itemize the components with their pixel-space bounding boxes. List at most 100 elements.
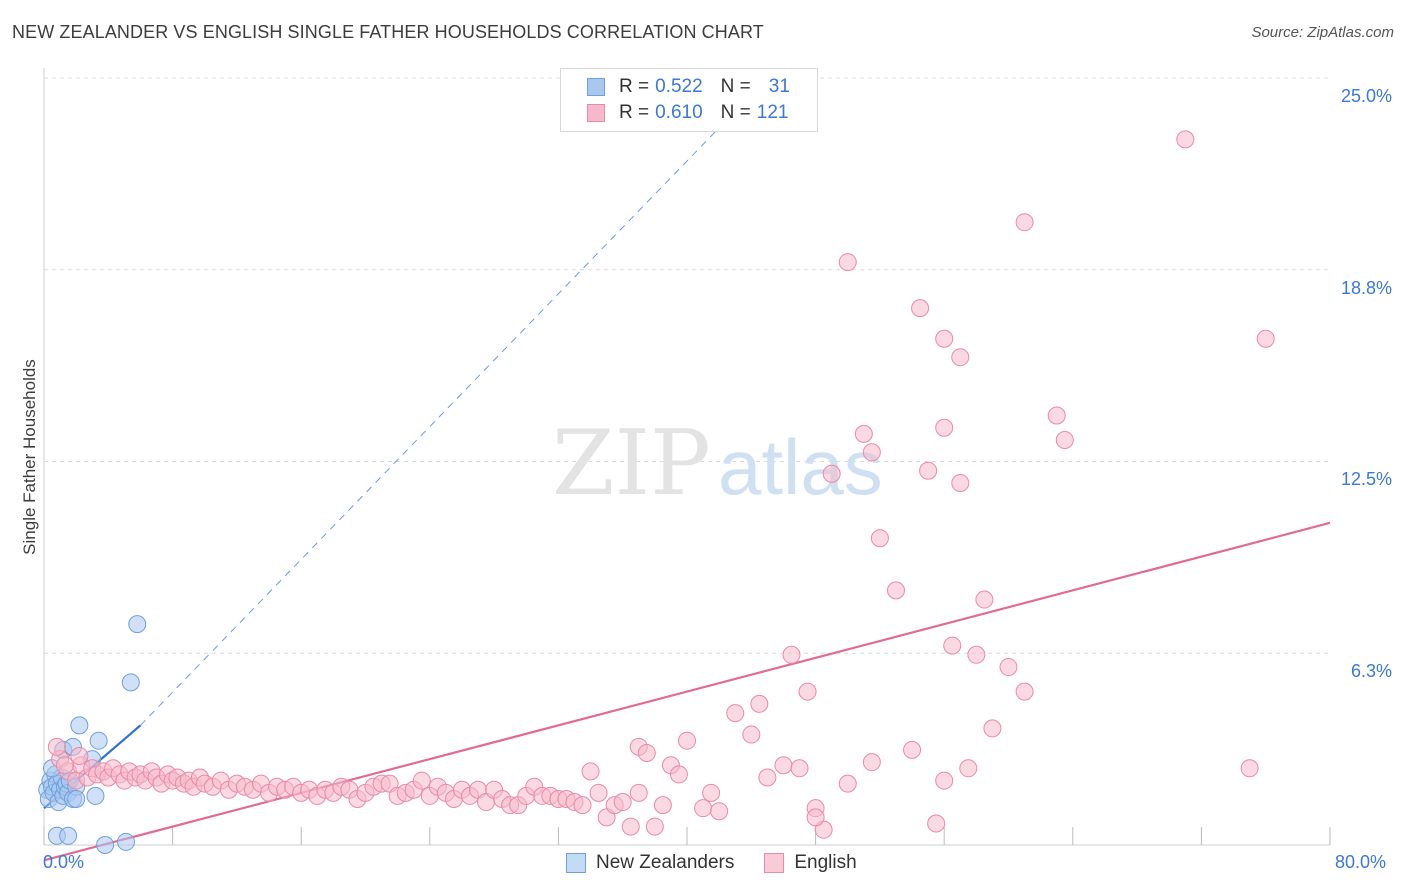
point-english-87 — [694, 799, 713, 818]
legend-row-new-zealanders: R = 0.522 N = 31 — [587, 75, 790, 99]
point-english-129 — [1015, 213, 1034, 232]
legend-label: English — [794, 852, 857, 873]
point-new-zealanders-29 — [121, 673, 140, 692]
point-english-105 — [806, 808, 825, 827]
legend-swatch-pink — [587, 104, 605, 122]
point-english-95 — [782, 645, 801, 664]
point-english-53 — [412, 771, 431, 790]
point-english-106 — [629, 783, 648, 802]
legend-r-value: 0.522 — [655, 76, 703, 97]
x-axis — [43, 68, 1331, 846]
series-legend: New Zealanders English — [566, 852, 887, 874]
point-english-131 — [1055, 431, 1074, 450]
legend-r-label: R = — [619, 76, 650, 97]
point-english-113 — [822, 464, 841, 483]
point-new-zealanders-28 — [116, 832, 135, 851]
point-english-99 — [838, 774, 857, 793]
point-english-114 — [870, 529, 889, 548]
legend-n-value: 31 — [768, 76, 790, 97]
point-english-130 — [1047, 406, 1066, 425]
point-english-103 — [55, 756, 74, 775]
point-english-128 — [951, 348, 970, 367]
point-english-132 — [1176, 130, 1195, 149]
point-english-115 — [943, 636, 962, 655]
point-english-85 — [669, 765, 688, 784]
y-tick-label-6-3: 6.3% — [1350, 661, 1392, 681]
point-english-90 — [726, 704, 745, 723]
legend-item-new-zealanders[interactable]: New Zealanders — [566, 852, 734, 874]
legend-swatch-pink — [764, 853, 785, 873]
point-english-104 — [70, 747, 89, 766]
point-english-119 — [1015, 682, 1034, 701]
point-english-97 — [798, 682, 817, 701]
point-english-94 — [774, 756, 793, 775]
y-tick-label-12-5: 12.5% — [1340, 469, 1392, 489]
point-english-81 — [637, 743, 656, 762]
point-new-zealanders-20 — [59, 826, 78, 845]
y-tick-label-25: 25.0% — [1340, 86, 1392, 106]
trend-extension-0 — [140, 77, 768, 726]
point-english-100 — [862, 753, 881, 772]
watermark-atlas: atlas — [718, 423, 883, 511]
correlation-legend: R = 0.522 N = 31 R = 0.610 N = 121 — [560, 68, 818, 132]
point-new-zealanders-22 — [67, 789, 86, 808]
point-english-82 — [645, 817, 664, 836]
point-english-118 — [999, 658, 1018, 677]
point-english-111 — [854, 424, 873, 443]
legend-r-label: R = — [619, 102, 650, 123]
legend-label: New Zealanders — [596, 852, 735, 873]
point-english-88 — [702, 783, 721, 802]
point-english-79 — [621, 817, 640, 836]
point-english-75 — [589, 783, 608, 802]
point-english-123 — [951, 473, 970, 492]
legend-row-english: R = 0.610 N = 121 — [587, 101, 788, 125]
point-english-121 — [919, 461, 938, 480]
legend-swatch-blue — [587, 78, 605, 96]
watermark-zip: ZIP — [552, 411, 711, 516]
point-english-126 — [911, 299, 930, 318]
data-points — [38, 130, 1275, 854]
legend-n-value: 121 — [756, 102, 789, 123]
source-credit: Source: ZipAtlas.com — [1251, 24, 1394, 41]
chart-title: NEW ZEALANDER VS ENGLISH SINGLE FATHER H… — [12, 22, 764, 42]
legend-swatch-blue — [566, 853, 586, 873]
point-english-112 — [862, 443, 881, 462]
point-english-73 — [573, 796, 592, 815]
point-english-86 — [678, 731, 696, 750]
x-tick-label-min: 0.0% — [43, 852, 85, 872]
point-english-117 — [983, 719, 1002, 738]
point-english-125 — [838, 253, 857, 272]
point-english-127 — [935, 329, 954, 348]
point-english-74 — [581, 762, 600, 781]
point-english-107 — [903, 740, 922, 759]
legend-item-english[interactable]: English — [764, 852, 857, 874]
point-english-120 — [886, 581, 905, 600]
point-english-110 — [959, 759, 978, 778]
point-new-zealanders-26 — [89, 731, 108, 750]
point-english-124 — [975, 590, 994, 609]
point-english-89 — [710, 802, 729, 821]
point-new-zealanders-27 — [96, 836, 115, 854]
point-english-78 — [613, 793, 632, 812]
point-english-102 — [47, 737, 66, 756]
point-english-133 — [1256, 329, 1275, 348]
point-english-134 — [1240, 759, 1259, 778]
point-english-83 — [653, 796, 672, 815]
point-new-zealanders-30 — [128, 615, 147, 634]
point-english-109 — [935, 771, 954, 790]
point-english-91 — [742, 725, 761, 744]
grid-lines — [44, 77, 1330, 654]
point-english-96 — [790, 759, 809, 778]
point-new-zealanders-23 — [70, 716, 89, 735]
trend-line-1 — [43, 521, 1331, 862]
point-english-116 — [967, 645, 986, 664]
point-english-122 — [935, 418, 954, 437]
legend-r-value: 0.610 — [655, 102, 703, 123]
legend-n-label: N = — [720, 102, 751, 123]
point-english-93 — [758, 768, 777, 787]
point-english-92 — [750, 694, 769, 713]
y-tick-label-18-8: 18.8% — [1340, 278, 1392, 298]
point-english-108 — [927, 814, 946, 833]
point-new-zealanders-25 — [86, 786, 105, 805]
